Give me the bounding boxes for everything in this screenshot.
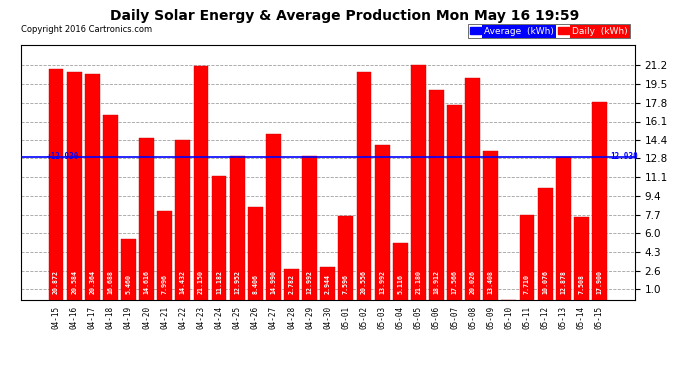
Text: 7.710: 7.710 <box>524 274 530 294</box>
Text: 2.944: 2.944 <box>325 274 331 294</box>
Bar <box>447 105 462 300</box>
Bar <box>338 216 353 300</box>
Bar <box>175 140 190 300</box>
Bar <box>465 78 480 300</box>
Text: 20.556: 20.556 <box>361 270 367 294</box>
Text: 12.878: 12.878 <box>560 270 566 294</box>
Bar <box>212 176 226 300</box>
Bar <box>67 72 81 300</box>
Bar <box>556 157 571 300</box>
Bar <box>266 134 281 300</box>
Text: 13.408: 13.408 <box>488 270 494 294</box>
Bar <box>375 145 390 300</box>
Bar <box>139 138 154 300</box>
Bar <box>103 115 118 300</box>
Bar <box>48 69 63 300</box>
Text: 7.596: 7.596 <box>343 274 349 294</box>
Bar <box>592 102 607 300</box>
Text: 20.364: 20.364 <box>89 270 95 294</box>
Bar <box>193 66 208 300</box>
Text: 17.566: 17.566 <box>451 270 457 294</box>
Bar <box>284 269 299 300</box>
Text: Copyright 2016 Cartronics.com: Copyright 2016 Cartronics.com <box>21 24 152 33</box>
Bar <box>574 217 589 300</box>
Text: 7.996: 7.996 <box>161 274 168 294</box>
Text: 20.584: 20.584 <box>71 270 77 294</box>
Text: 20.026: 20.026 <box>470 270 475 294</box>
Text: 21.180: 21.180 <box>415 270 422 294</box>
Bar <box>393 243 408 300</box>
Bar <box>429 90 444 300</box>
Text: 12.930: 12.930 <box>611 152 638 161</box>
Text: 12.952: 12.952 <box>234 270 240 294</box>
Bar <box>302 156 317 300</box>
Text: 14.432: 14.432 <box>180 270 186 294</box>
Text: 8.406: 8.406 <box>253 274 258 294</box>
Text: 13.992: 13.992 <box>379 270 385 294</box>
Text: +12.930: +12.930 <box>47 152 79 161</box>
Text: Daily Solar Energy & Average Production Mon May 16 19:59: Daily Solar Energy & Average Production … <box>110 9 580 23</box>
Bar <box>538 188 553 300</box>
Text: 14.990: 14.990 <box>270 270 277 294</box>
Bar <box>320 267 335 300</box>
Bar <box>248 207 263 300</box>
Bar <box>411 65 426 300</box>
Text: 21.150: 21.150 <box>198 270 204 294</box>
Text: 10.076: 10.076 <box>542 270 548 294</box>
Text: 18.912: 18.912 <box>433 270 440 294</box>
Bar <box>484 152 498 300</box>
Text: 20.872: 20.872 <box>53 270 59 294</box>
Text: 7.508: 7.508 <box>578 274 584 294</box>
Bar <box>157 211 172 300</box>
Bar <box>85 74 99 300</box>
Bar <box>121 240 136 300</box>
Legend: Average  (kWh), Daily  (kWh): Average (kWh), Daily (kWh) <box>468 24 630 38</box>
Text: 5.460: 5.460 <box>126 274 132 294</box>
Text: 12.992: 12.992 <box>306 270 313 294</box>
Text: 11.182: 11.182 <box>216 270 222 294</box>
Text: 14.616: 14.616 <box>144 270 150 294</box>
Bar <box>520 214 535 300</box>
Text: 2.782: 2.782 <box>288 274 295 294</box>
Text: 5.116: 5.116 <box>397 274 403 294</box>
Text: 17.900: 17.900 <box>596 270 602 294</box>
Bar <box>230 156 245 300</box>
Text: 16.688: 16.688 <box>108 270 113 294</box>
Bar <box>357 72 371 300</box>
